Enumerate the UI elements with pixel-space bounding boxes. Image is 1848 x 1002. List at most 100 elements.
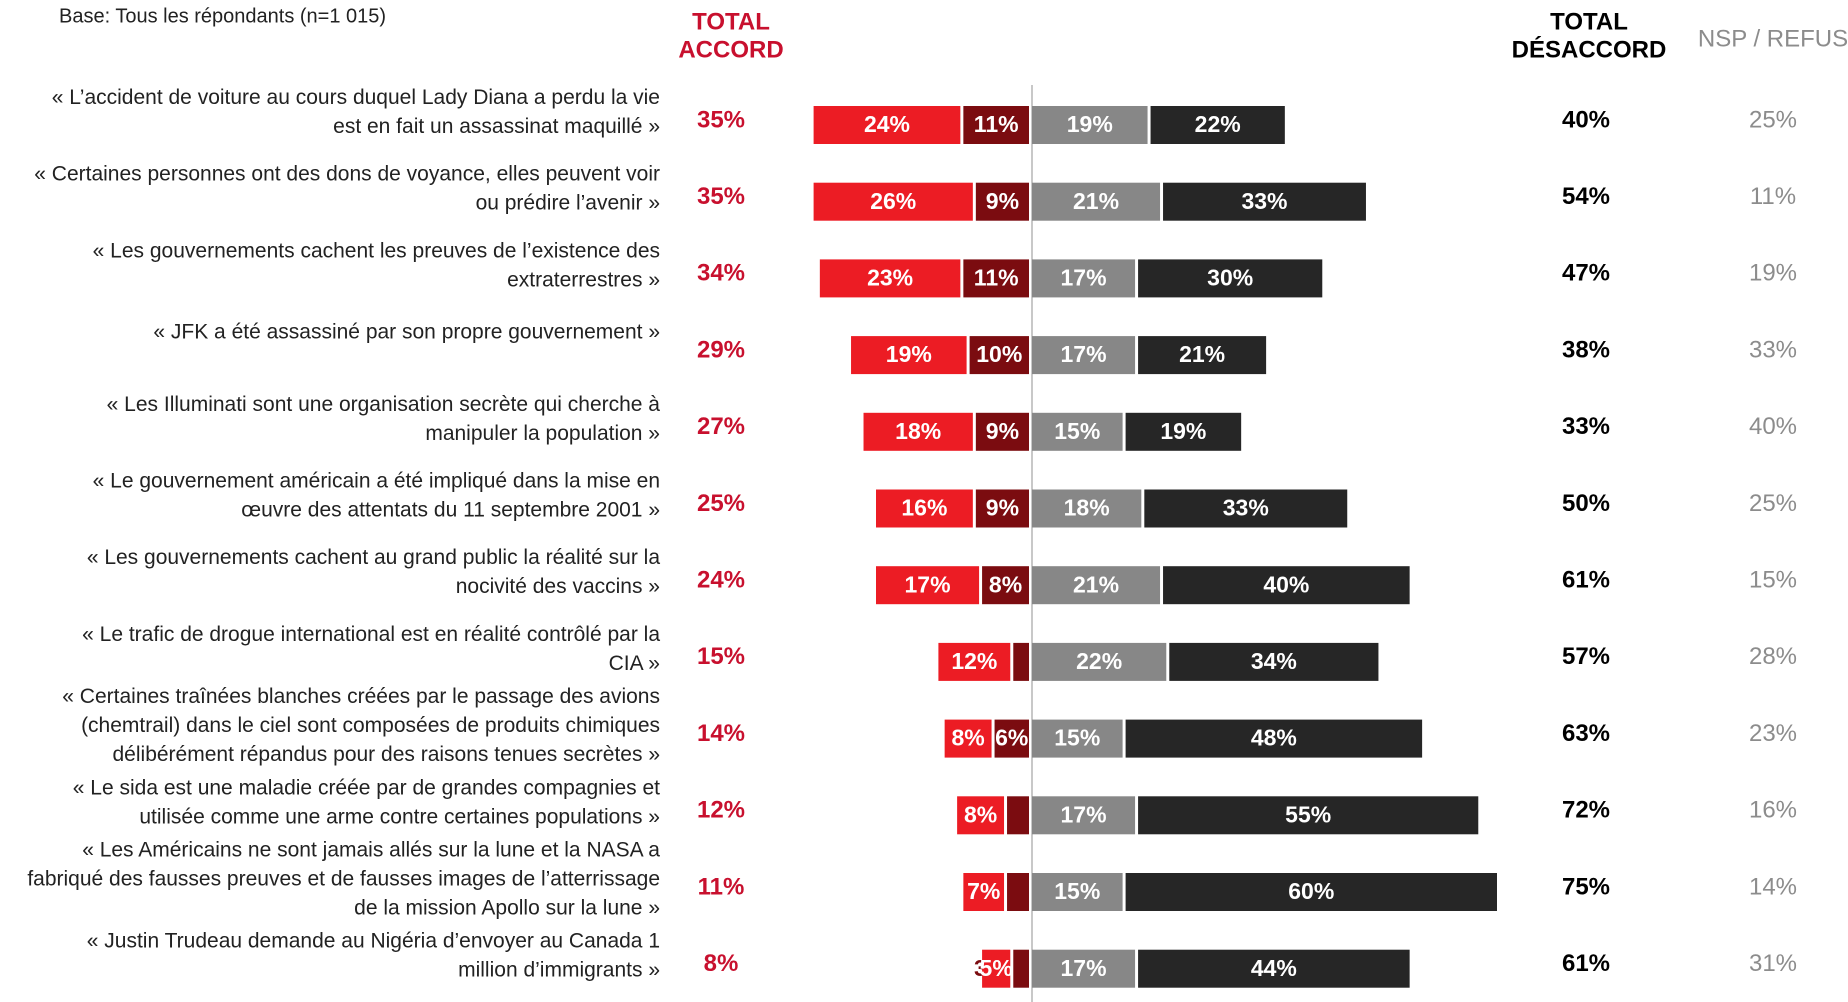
bar-label: 18% (1064, 495, 1110, 521)
bar-segment (938, 642, 1011, 681)
bar-label: 26% (870, 188, 916, 214)
bar-label: 33% (1241, 188, 1287, 214)
category-label: œuvre des attentats du 11 septembre 2001… (241, 499, 660, 522)
total-label: 40% (1562, 106, 1610, 133)
bar-segment (1163, 182, 1366, 221)
bar-label: 7% (967, 878, 1000, 904)
bar-segment (1032, 642, 1167, 681)
total-label: 75% (1562, 873, 1610, 900)
header: NSP / REFUS (1698, 25, 1848, 52)
total-label: 19% (1749, 260, 1797, 287)
bar-segment (1032, 796, 1136, 835)
header: ACCORD (678, 36, 783, 63)
total-label: 34% (697, 260, 745, 287)
total-label: 24% (697, 567, 745, 594)
category-label: « Les gouvernements cachent les preuves … (93, 239, 660, 262)
category-label: est en fait un assassinat maquillé » (333, 115, 660, 138)
bar-segment (851, 336, 967, 375)
bar-segment (1138, 336, 1267, 375)
bar-segment (863, 412, 973, 451)
bar-label: 19% (1067, 111, 1113, 137)
bar-label: 18% (895, 418, 941, 444)
bar-segment (1138, 949, 1410, 988)
bar-label: 15% (1054, 725, 1100, 751)
total-label: 33% (1562, 413, 1610, 440)
bar-segment (1125, 873, 1497, 911)
category-label: fabriqué des fausses preuves et de fauss… (27, 868, 660, 891)
header: TOTAL (692, 8, 770, 35)
bar-segment (1150, 106, 1285, 144)
category-label: « Le trafic de drogue international est … (82, 623, 660, 646)
total-label: 29% (697, 336, 745, 363)
bar-segment (1032, 182, 1161, 221)
bar-segment (963, 106, 1029, 144)
bar-segment (975, 412, 1029, 451)
bar-segment (969, 336, 1029, 375)
bar-segment (876, 566, 980, 605)
total-label: 31% (1749, 950, 1797, 977)
header: DÉSACCORD (1512, 35, 1667, 63)
bar-label: 30% (1207, 264, 1253, 290)
bar-label: 15% (1054, 878, 1100, 904)
bar-label: 21% (1179, 341, 1225, 367)
bar-segment (1032, 566, 1161, 605)
bar-segment (1032, 873, 1123, 911)
bar-label: 60% (1288, 878, 1334, 904)
total-label: 50% (1562, 490, 1610, 517)
bar-segment (1032, 259, 1136, 298)
category-label: « Certaines personnes ont des dons de vo… (34, 163, 660, 186)
total-label: 15% (1749, 567, 1797, 594)
bar-label: 48% (1251, 725, 1297, 751)
bar-label: 34% (1251, 648, 1297, 674)
bar-label: 9% (986, 495, 1019, 521)
bar-label: 11% (974, 264, 1019, 290)
bar-segment (1169, 642, 1379, 681)
bar-label: 17% (1061, 955, 1107, 981)
total-label: 16% (1749, 797, 1797, 824)
total-label: 27% (697, 413, 745, 440)
bar-label: 40% (1263, 571, 1309, 597)
bar-label: 22% (1195, 111, 1241, 137)
bar-segment (1032, 489, 1142, 528)
bar-label: 19% (886, 341, 932, 367)
total-label: 63% (1562, 720, 1610, 747)
total-label: 35% (697, 106, 745, 133)
total-label: 25% (1749, 106, 1797, 133)
bar-label: 55% (1285, 801, 1331, 827)
total-label: 72% (1562, 797, 1610, 824)
bar-label: 17% (905, 571, 951, 597)
total-label: 61% (1562, 950, 1610, 977)
total-label: 57% (1562, 643, 1610, 670)
category-label: ou prédire l’avenir » (476, 192, 660, 215)
bar-label: 44% (1251, 955, 1297, 981)
category-label: CIA » (609, 652, 660, 675)
bar-segment (1032, 336, 1136, 375)
bar-label: 24% (864, 111, 910, 137)
total-label: 54% (1562, 183, 1610, 210)
total-label: 12% (697, 797, 745, 824)
total-label: 11% (698, 873, 745, 900)
bar-segment (876, 489, 973, 528)
bar-label: 8% (964, 801, 997, 827)
bar-segment (975, 182, 1029, 221)
category-label: « Le sida est une maladie créée par de g… (73, 776, 660, 799)
bar-label: 21% (1073, 188, 1119, 214)
bar-segment (1032, 106, 1148, 144)
bar-label: 12% (951, 648, 997, 674)
total-label: 35% (697, 183, 745, 210)
total-label: 25% (1749, 490, 1797, 517)
total-label: 8% (704, 950, 739, 977)
bar-segment (1007, 796, 1029, 835)
bar-segment (1125, 412, 1242, 451)
header: TOTAL (1550, 8, 1628, 35)
bar-segment (813, 182, 973, 221)
bar-segment (982, 566, 1029, 605)
bar-segment (819, 259, 961, 298)
category-label: « Le gouvernement américain a été impliq… (93, 470, 660, 493)
category-label: « Les Illuminati sont une organisation s… (107, 393, 661, 416)
bar-segment (1138, 259, 1323, 298)
category-label: million d’immigrants » (458, 959, 660, 982)
category-label: « Justin Trudeau demande au Nigéria d’en… (87, 930, 660, 953)
bar-label: 6% (995, 725, 1028, 751)
